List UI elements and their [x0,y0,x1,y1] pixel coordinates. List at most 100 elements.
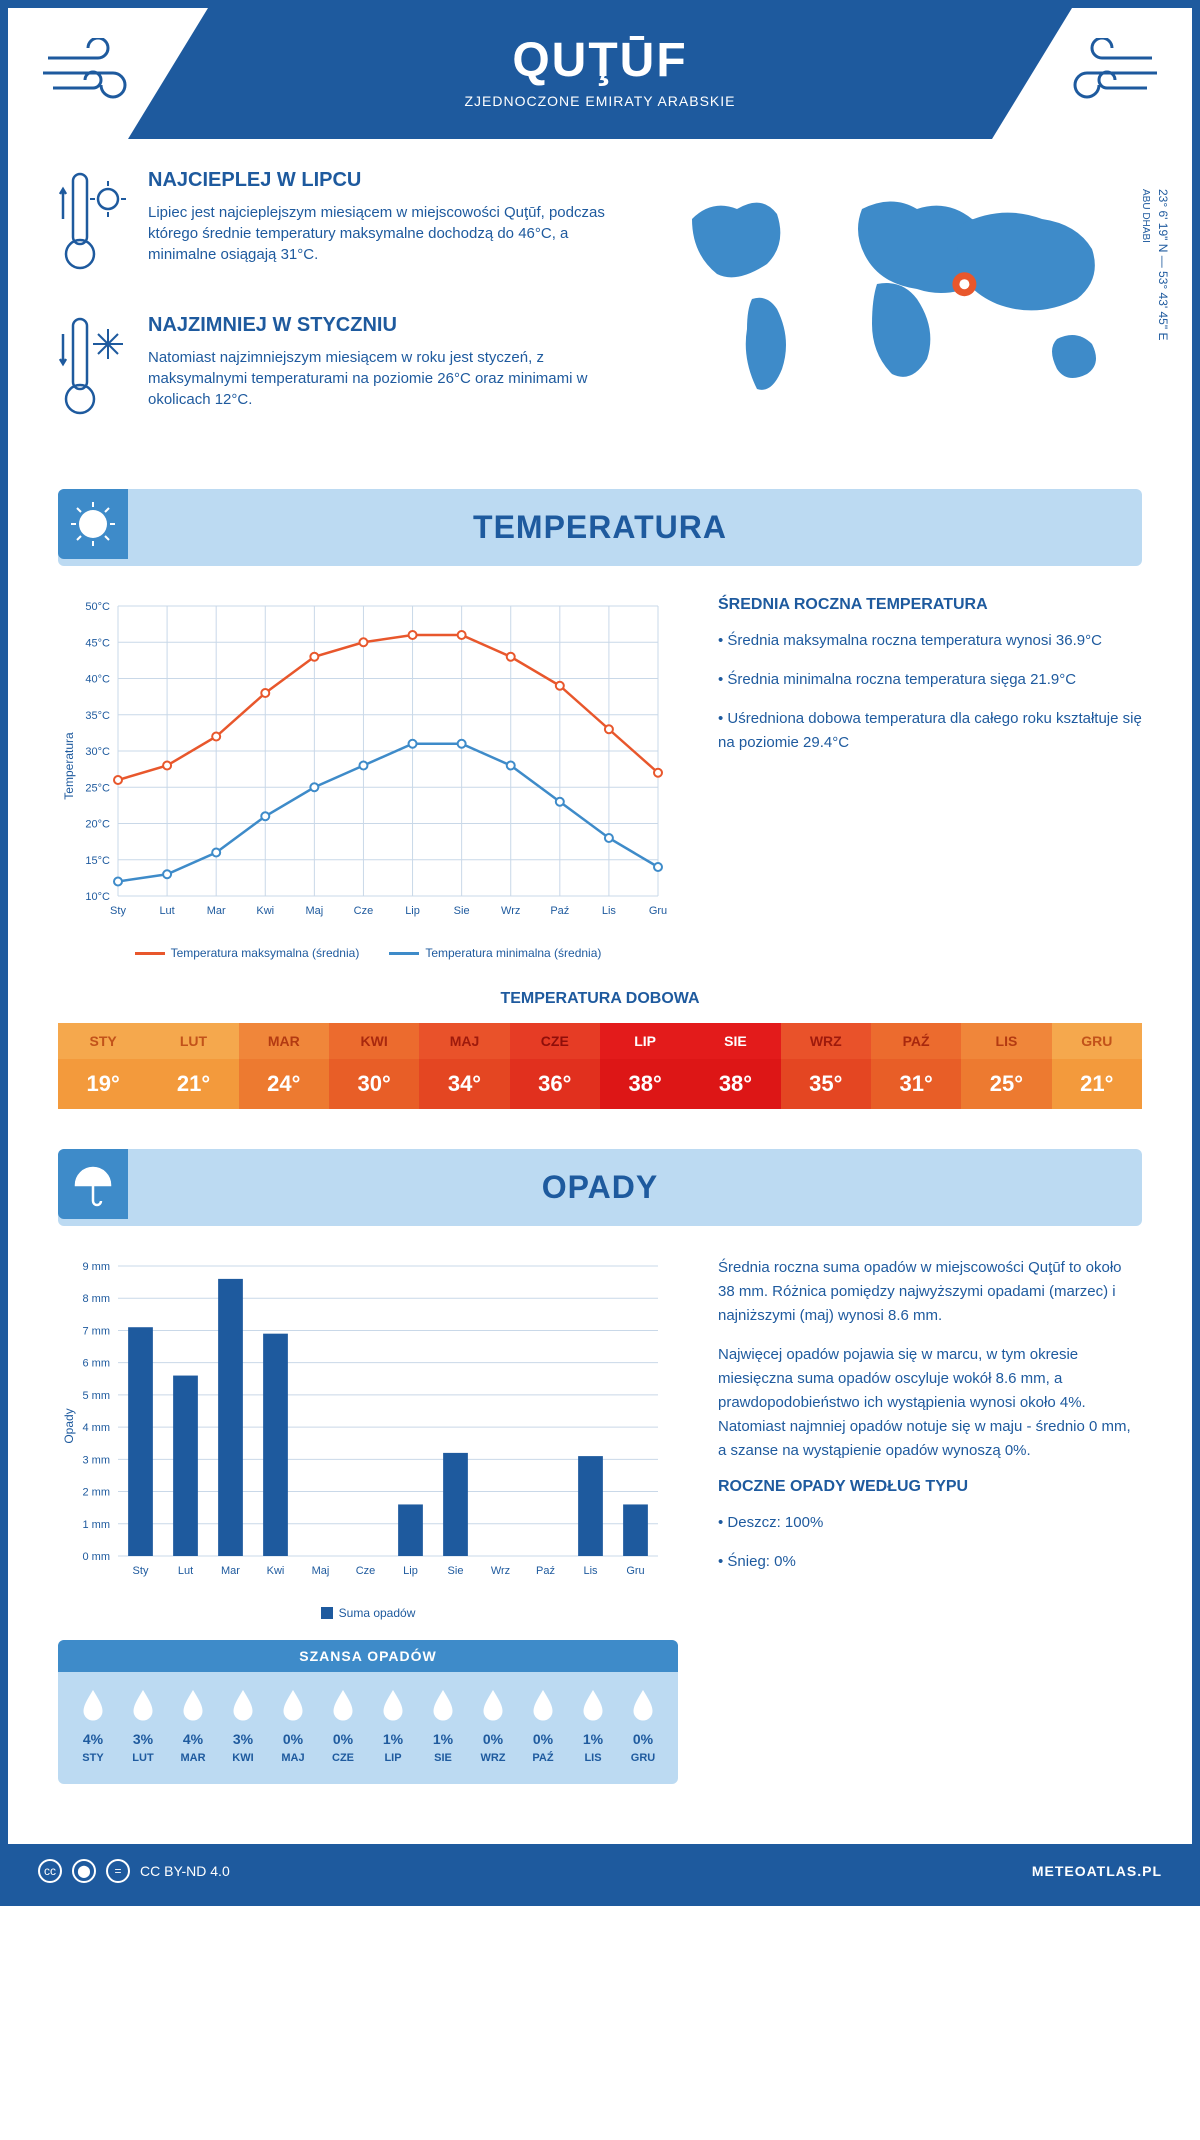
map-column: 23° 6' 19" N — 53° 43' 45" E ABU DHABI [662,169,1142,459]
precip-chance-month: CZE [318,1752,368,1764]
svg-text:Sie: Sie [448,1565,464,1577]
precip-chance-month: SIE [418,1752,468,1764]
precipitation-title: OPADY [88,1169,1112,1206]
raindrop-icon [268,1687,318,1726]
precip-chance-value: 3% [218,1731,268,1747]
daily-temp-title: TEMPERATURA DOBOWA [58,990,1142,1008]
precip-chance-value: 1% [418,1731,468,1747]
summary-hot: NAJCIEPLEJ W LIPCU Lipiec jest najcieple… [58,169,622,284]
precip-para2: Najwięcej opadów pojawia się w marcu, w … [718,1343,1142,1463]
coordinates: 23° 6' 19" N — 53° 43' 45" E ABU DHABI [1136,189,1172,340]
temperature-title: TEMPERATURA [88,509,1112,546]
raindrop-icon [468,1687,518,1726]
precip-chance-value: 3% [118,1731,168,1747]
top-row: NAJCIEPLEJ W LIPCU Lipiec jest najcieple… [58,169,1142,459]
daily-temp-month: MAJ [419,1023,509,1059]
avg-temp-title: ŚREDNIA ROCZNA TEMPERATURA [718,596,1142,614]
svg-text:35°C: 35°C [85,710,110,722]
precip-type-bullet: • Deszcz: 100% [718,1511,1142,1535]
daily-temp-cell: GRU21° [1052,1023,1142,1109]
precip-chance-value: 0% [318,1731,368,1747]
daily-temp-value: 38° [600,1059,690,1109]
thermometer-cold-icon [58,314,128,429]
svg-text:Lip: Lip [403,1565,418,1577]
svg-text:Sie: Sie [454,905,470,917]
temp-bullet: • Średnia maksymalna roczna temperatura … [718,629,1142,653]
legend-precip: Suma opadów [321,1606,416,1620]
svg-text:Paź: Paź [550,905,569,917]
daily-temp-value: 21° [148,1059,238,1109]
svg-text:Paź: Paź [536,1565,555,1577]
daily-temp-value: 38° [690,1059,780,1109]
precip-chance-cell: 0%PAŹ [518,1687,568,1764]
daily-temp-month: CZE [510,1023,600,1059]
precip-type-title: ROCZNE OPADY WEDŁUG TYPU [718,1478,1142,1496]
svg-text:Cze: Cze [356,1565,376,1577]
svg-text:Wrz: Wrz [491,1565,510,1577]
precip-chance-value: 0% [618,1731,668,1747]
raindrop-icon [368,1687,418,1726]
svg-text:4 mm: 4 mm [83,1422,111,1434]
precipitation-chart-row: 0 mm1 mm2 mm3 mm4 mm5 mm6 mm7 mm8 mm9 mm… [58,1256,1142,1784]
precip-chance-cell: 0%MAJ [268,1687,318,1764]
daily-temp-value: 25° [961,1059,1051,1109]
daily-temp-month: LUT [148,1023,238,1059]
sun-badge-icon [58,489,128,559]
location-subtitle: ZJEDNOCZONE EMIRATY ARABSKIE [8,93,1192,109]
content: NAJCIEPLEJ W LIPCU Lipiec jest najcieple… [8,139,1192,1844]
summary-cold: NAJZIMNIEJ W STYCZNIU Natomiast najzimni… [58,314,622,429]
svg-text:50°C: 50°C [85,601,110,613]
precipitation-section-header: OPADY [58,1149,1142,1226]
precip-chance-month: WRZ [468,1752,518,1764]
svg-text:Lis: Lis [602,905,617,917]
raindrop-icon [168,1687,218,1726]
summary-hot-text: Lipiec jest najcieplejszym miesiącem w m… [148,202,622,265]
summary-cold-title: NAJZIMNIEJ W STYCZNIU [148,314,622,337]
daily-temp-cell: CZE36° [510,1023,600,1109]
precipitation-chance: SZANSA OPADÓW 4%STY3%LUT4%MAR3%KWI0%MAJ0… [58,1640,678,1784]
svg-text:1 mm: 1 mm [83,1519,111,1531]
precip-para1: Średnia roczna suma opadów w miejscowośc… [718,1256,1142,1328]
daily-temp-value: 36° [510,1059,600,1109]
precip-chance-value: 0% [518,1731,568,1747]
daily-temp-table: STY19°LUT21°MAR24°KWI30°MAJ34°CZE36°LIP3… [58,1023,1142,1109]
daily-temp-month: KWI [329,1023,419,1059]
precipitation-text: Średnia roczna suma opadów w miejscowośc… [718,1256,1142,1784]
umbrella-badge-icon [58,1149,128,1219]
precip-chance-value: 0% [268,1731,318,1747]
precip-chance-month: MAR [168,1752,218,1764]
precip-chance-value: 4% [68,1731,118,1747]
svg-text:Lis: Lis [583,1565,598,1577]
svg-text:Kwi: Kwi [256,905,274,917]
precipitation-chart: 0 mm1 mm2 mm3 mm4 mm5 mm6 mm7 mm8 mm9 mm… [58,1256,678,1784]
world-map [662,169,1142,409]
daily-temp-value: 35° [781,1059,871,1109]
svg-text:Temperatura: Temperatura [62,732,76,800]
svg-text:Lip: Lip [405,905,420,917]
daily-temp-cell: LIP38° [600,1023,690,1109]
precip-chance-cell: 0%GRU [618,1687,668,1764]
svg-text:6 mm: 6 mm [83,1358,111,1370]
legend-min: Temperatura minimalna (średnia) [389,946,601,960]
svg-text:0 mm: 0 mm [83,1551,111,1563]
legend-max-label: Temperatura maksymalna (średnia) [171,946,360,960]
daily-temp-cell: PAŹ31° [871,1023,961,1109]
temperature-text: ŚREDNIA ROCZNA TEMPERATURA • Średnia mak… [718,596,1142,960]
daily-temp-value: 19° [58,1059,148,1109]
summary-cold-text: Natomiast najzimniejszym miesiącem w rok… [148,347,622,410]
precip-chance-month: STY [68,1752,118,1764]
precip-chance-cell: 4%MAR [168,1687,218,1764]
svg-text:8 mm: 8 mm [83,1293,111,1305]
svg-text:9 mm: 9 mm [83,1261,111,1273]
temp-bullet: • Uśredniona dobowa temperatura dla całe… [718,707,1142,755]
legend-min-label: Temperatura minimalna (średnia) [425,946,601,960]
precip-chance-cell: 3%KWI [218,1687,268,1764]
temperature-legend: Temperatura maksymalna (średnia) Tempera… [58,946,678,960]
temp-bullet: • Średnia minimalna roczna temperatura s… [718,668,1142,692]
svg-text:40°C: 40°C [85,674,110,686]
raindrop-icon [118,1687,168,1726]
footer-license: cc ⬤ = CC BY-ND 4.0 [38,1859,230,1883]
raindrop-icon [318,1687,368,1726]
svg-text:Gru: Gru [649,905,667,917]
svg-text:Cze: Cze [354,905,374,917]
